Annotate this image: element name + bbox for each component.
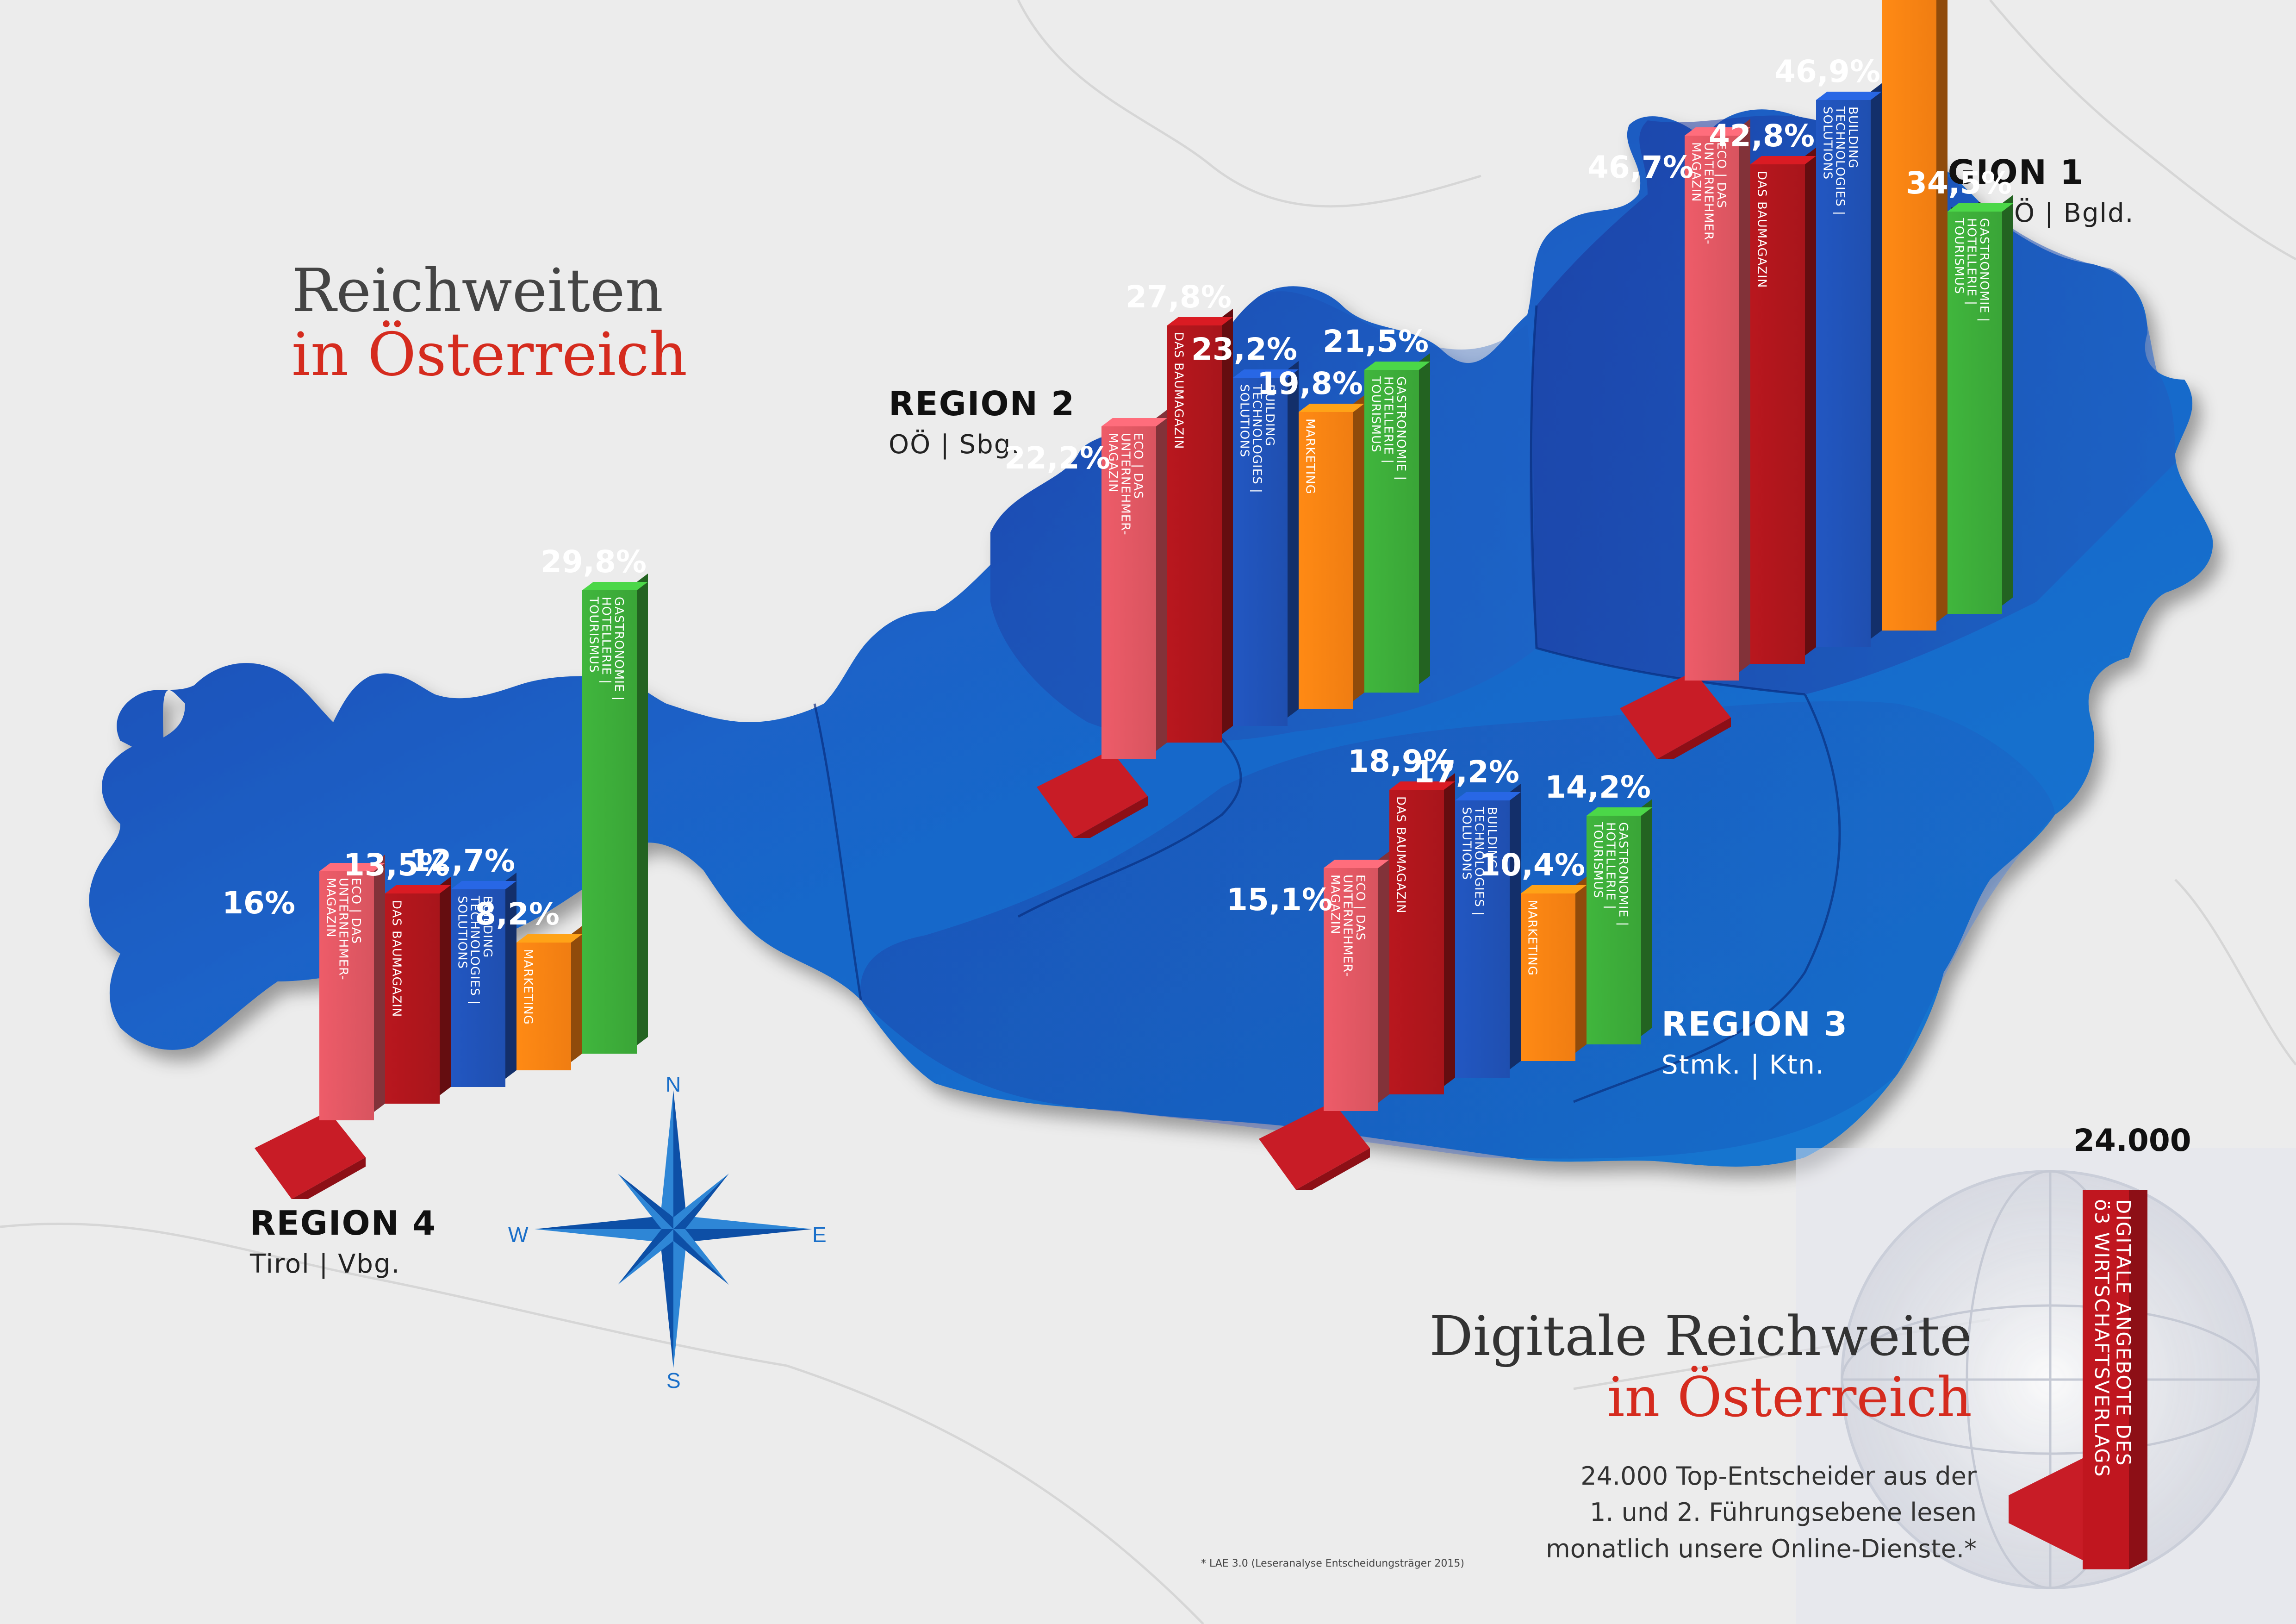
region-2-bar-3: BUILDING TECHNOLOGIES | SOLUTIONS bbox=[1233, 361, 1299, 726]
region-1-bar-2: DAS BAUMAGAZIN bbox=[1750, 148, 1816, 664]
region-3-subtitle: Stmk. | Ktn. bbox=[1661, 1050, 1825, 1080]
region-2-bar-2-label: DAS BAUMAGAZIN bbox=[1171, 332, 1186, 450]
digital-bar-label: DIGITALE ANGEBOTE DES ö3 WIRTSCHAFTSVERL… bbox=[2091, 1199, 2135, 1478]
region-1-bar-4: MARKETING bbox=[1882, 0, 1948, 631]
digital-text-line2: 1. und 2. Führungsebene lesen bbox=[1589, 1498, 1977, 1527]
compass-south-label: S bbox=[666, 1368, 681, 1393]
region-2-bar-base bbox=[1037, 731, 1176, 847]
region-4-bar-2: DAS BAUMAGAZIN bbox=[385, 877, 451, 1104]
region-4-bar-3-label: BUILDING TECHNOLOGIES | SOLUTIONS bbox=[455, 896, 494, 1005]
region-2-name: REGION 2 bbox=[889, 384, 1076, 423]
compass-east-label: E bbox=[812, 1223, 827, 1247]
digital-title-line1: Digitale Reichweite bbox=[1429, 1304, 1972, 1368]
region-2-bar-3-label: BUILDING TECHNOLOGIES | SOLUTIONS bbox=[1237, 384, 1276, 494]
region-3-header: REGION 3 Stmk. | Ktn. bbox=[1661, 1005, 1848, 1080]
region-2-bar-5-label: GASTRONOMIE | HOTELLERIE | TOURISMUS bbox=[1369, 376, 1408, 481]
region-4-name: REGION 4 bbox=[250, 1204, 437, 1243]
digital-bar: DIGITALE ANGEBOTE DES ö3 WIRTSCHAFTSVERL… bbox=[2009, 1190, 2166, 1569]
region-4-value-4: 8,2% bbox=[475, 896, 560, 932]
digital-text-line3: monatlich unsere Online-Dienste.* bbox=[1546, 1534, 1977, 1563]
compass-north-label: N bbox=[666, 1072, 681, 1096]
region-2-subtitle: OÖ | Sbg. bbox=[889, 430, 1021, 460]
region-1-value-2: 42,8% bbox=[1709, 118, 1815, 154]
region-1-bar-1-label: ECO | DAS UNTERNEHMER- MAGAZIN bbox=[1689, 142, 1728, 245]
region-2-value-3: 23,2% bbox=[1191, 331, 1297, 368]
region-1-bar-base bbox=[1620, 653, 1759, 768]
footnote: * LAE 3.0 (Leseranalyse Entscheidungsträ… bbox=[1201, 1558, 1464, 1569]
region-2-header: REGION 2 OÖ | Sbg. bbox=[889, 384, 1075, 460]
region-1-bar-3: BUILDING TECHNOLOGIES | SOLUTIONS bbox=[1816, 83, 1882, 647]
region-4-value-3: 12,7% bbox=[409, 843, 515, 879]
region-1-value-1: 46,7% bbox=[1587, 150, 1693, 186]
region-4-bar-5-label: GASTRONOMIE | HOTELLERIE | TOURISMUS bbox=[586, 596, 626, 701]
region-2-value-5: 21,5% bbox=[1323, 324, 1429, 360]
region-4-bar-1-label: ECO | DAS UNTERNEHMER- MAGAZIN bbox=[324, 878, 363, 981]
region-2-bar-4: MARKETING bbox=[1299, 395, 1364, 709]
region-4-bar-5: GASTRONOMIE | HOTELLERIE | TOURISMUS bbox=[582, 573, 648, 1054]
region-1-bar-3-label: BUILDING TECHNOLOGIES | SOLUTIONS bbox=[1820, 106, 1860, 216]
region-1-bar-5: GASTRONOMIE | HOTELLERIE | TOURISMUS bbox=[1948, 194, 2013, 614]
region-3-bar-3-label: BUILDING TECHNOLOGIES | SOLUTIONS bbox=[1459, 807, 1499, 917]
region-3-name: REGION 3 bbox=[1661, 1005, 1848, 1043]
region-3-bar-2-label: DAS BAUMAGAZIN bbox=[1394, 796, 1408, 914]
region-2-bar-4-label: MARKETING bbox=[1303, 418, 1317, 495]
region-3-value-1: 15,1% bbox=[1226, 881, 1332, 918]
digital-description: 24.000 Top-Entscheider aus der 1. und 2.… bbox=[1546, 1458, 1977, 1567]
region-3-bar-4-label: MARKETING bbox=[1525, 900, 1539, 976]
region-3-bar-4: MARKETING bbox=[1521, 876, 1587, 1061]
region-3-value-4: 10,4% bbox=[1479, 847, 1585, 883]
region-3-bar-3: BUILDING TECHNOLOGIES | SOLUTIONS bbox=[1455, 784, 1521, 1078]
region-3-bar-2: DAS BAUMAGAZIN bbox=[1389, 773, 1455, 1094]
region-3-value-2: 18,9% bbox=[1348, 743, 1454, 780]
compass-rose bbox=[535, 1090, 812, 1368]
region-3-value-5: 14,2% bbox=[1545, 769, 1651, 805]
region-3-bar-1: ECO | DAS UNTERNEHMER- MAGAZIN bbox=[1324, 851, 1389, 1111]
region-1-bar-5-label: GASTRONOMIE | HOTELLERIE | TOURISMUS bbox=[1952, 218, 1991, 322]
region-2-value-1: 22,2% bbox=[1004, 440, 1110, 476]
region-1-value-5: 34,5% bbox=[1906, 165, 2012, 201]
region-4-bar-2-label: DAS BAUMAGAZIN bbox=[389, 900, 404, 1018]
region-2-bar-1: ECO | DAS UNTERNEHMER- MAGAZIN bbox=[1101, 409, 1167, 759]
region-4-bar-1: ECO | DAS UNTERNEHMER- MAGAZIN bbox=[319, 855, 385, 1120]
region-3-bar-5: GASTRONOMIE | HOTELLERIE | TOURISMUS bbox=[1587, 799, 1652, 1044]
region-2-value-4: 19,8% bbox=[1257, 366, 1363, 402]
region-4-value-2: 13,5% bbox=[343, 847, 449, 883]
region-4-bar-4: MARKETING bbox=[516, 926, 582, 1070]
region-1-bar-1: ECO | DAS UNTERNEHMER- MAGAZIN bbox=[1685, 119, 1750, 681]
region-4-value-5: 29,8% bbox=[541, 543, 647, 580]
region-3-bar-5-label: GASTRONOMIE | HOTELLERIE | TOURISMUS bbox=[1591, 822, 1630, 927]
region-4-value-1: 16% bbox=[222, 885, 295, 921]
digital-value: 24.000 bbox=[2073, 1123, 2191, 1158]
region-4-bar-3: BUILDING TECHNOLOGIES | SOLUTIONS bbox=[451, 873, 516, 1087]
region-4-bar-4-label: MARKETING bbox=[521, 949, 535, 1025]
region-2-bar-2: DAS BAUMAGAZIN bbox=[1167, 309, 1233, 743]
region-3-bar-base bbox=[1259, 1083, 1398, 1199]
region-3-bar-1-label: ECO | DAS UNTERNEHMER- MAGAZIN bbox=[1328, 874, 1367, 977]
compass-west-label: W bbox=[508, 1223, 529, 1247]
region-2-bar-5: GASTRONOMIE | HOTELLERIE | TOURISMUS bbox=[1364, 353, 1430, 693]
region-2-value-2: 27,8% bbox=[1126, 279, 1232, 315]
main-title-line2: in Österreich bbox=[292, 320, 688, 390]
digital-title-line2: in Österreich bbox=[1607, 1365, 1972, 1430]
main-title: Reichweiten in Österreich bbox=[292, 259, 687, 387]
digital-text-line1: 24.000 Top-Entscheider aus der bbox=[1580, 1462, 1977, 1491]
region-4-header: REGION 4 Tirol | Vbg. bbox=[250, 1204, 436, 1279]
region-1-value-3: 46,9% bbox=[1774, 54, 1880, 90]
region-4-subtitle: Tirol | Vbg. bbox=[250, 1249, 401, 1279]
digital-title: Digitale Reichweite in Österreich bbox=[1429, 1305, 1972, 1428]
region-3-value-3: 17,2% bbox=[1413, 754, 1519, 790]
globe-graphic bbox=[1796, 1148, 2296, 1624]
region-2-bar-1-label: ECO | DAS UNTERNEHMER- MAGAZIN bbox=[1106, 432, 1145, 536]
region-1-bar-2-label: DAS BAUMAGAZIN bbox=[1755, 171, 1769, 288]
main-title-line1: Reichweiten bbox=[292, 256, 664, 325]
region-4-bar-base bbox=[255, 1093, 393, 1208]
